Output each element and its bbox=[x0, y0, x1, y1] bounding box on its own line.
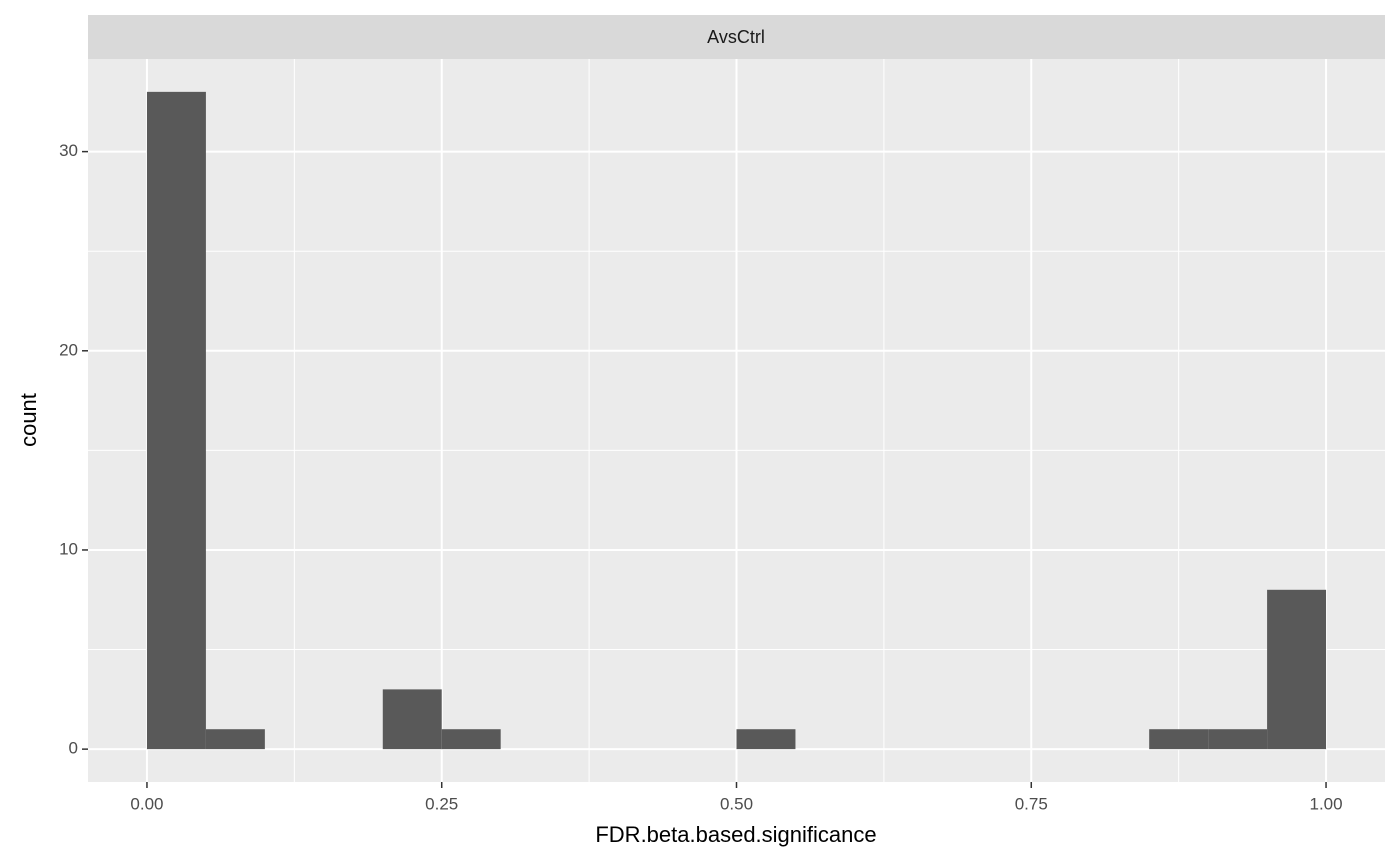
x-tick-label: 0.50 bbox=[720, 794, 753, 813]
bar bbox=[736, 729, 796, 750]
y-tick-label: 10 bbox=[59, 539, 78, 558]
x-tick-label: 0.75 bbox=[1015, 794, 1048, 813]
bar bbox=[1267, 589, 1327, 750]
strip-label: AvsCtrl bbox=[707, 27, 765, 47]
bar bbox=[382, 689, 442, 750]
y-tick-label: 0 bbox=[69, 739, 78, 758]
x-tick-label: 0.00 bbox=[130, 794, 163, 813]
x-tick-label: 0.25 bbox=[425, 794, 458, 813]
bar bbox=[146, 91, 206, 750]
strip-background bbox=[88, 15, 1385, 59]
bar bbox=[205, 729, 265, 750]
y-axis-title: count bbox=[16, 393, 41, 447]
x-tick-label: 1.00 bbox=[1309, 794, 1342, 813]
bar bbox=[441, 729, 501, 750]
bar bbox=[1149, 729, 1209, 750]
bar bbox=[1208, 729, 1268, 750]
y-tick-label: 20 bbox=[59, 340, 78, 359]
x-axis-title: FDR.beta.based.significance bbox=[595, 822, 876, 847]
y-tick-label: 30 bbox=[59, 141, 78, 160]
